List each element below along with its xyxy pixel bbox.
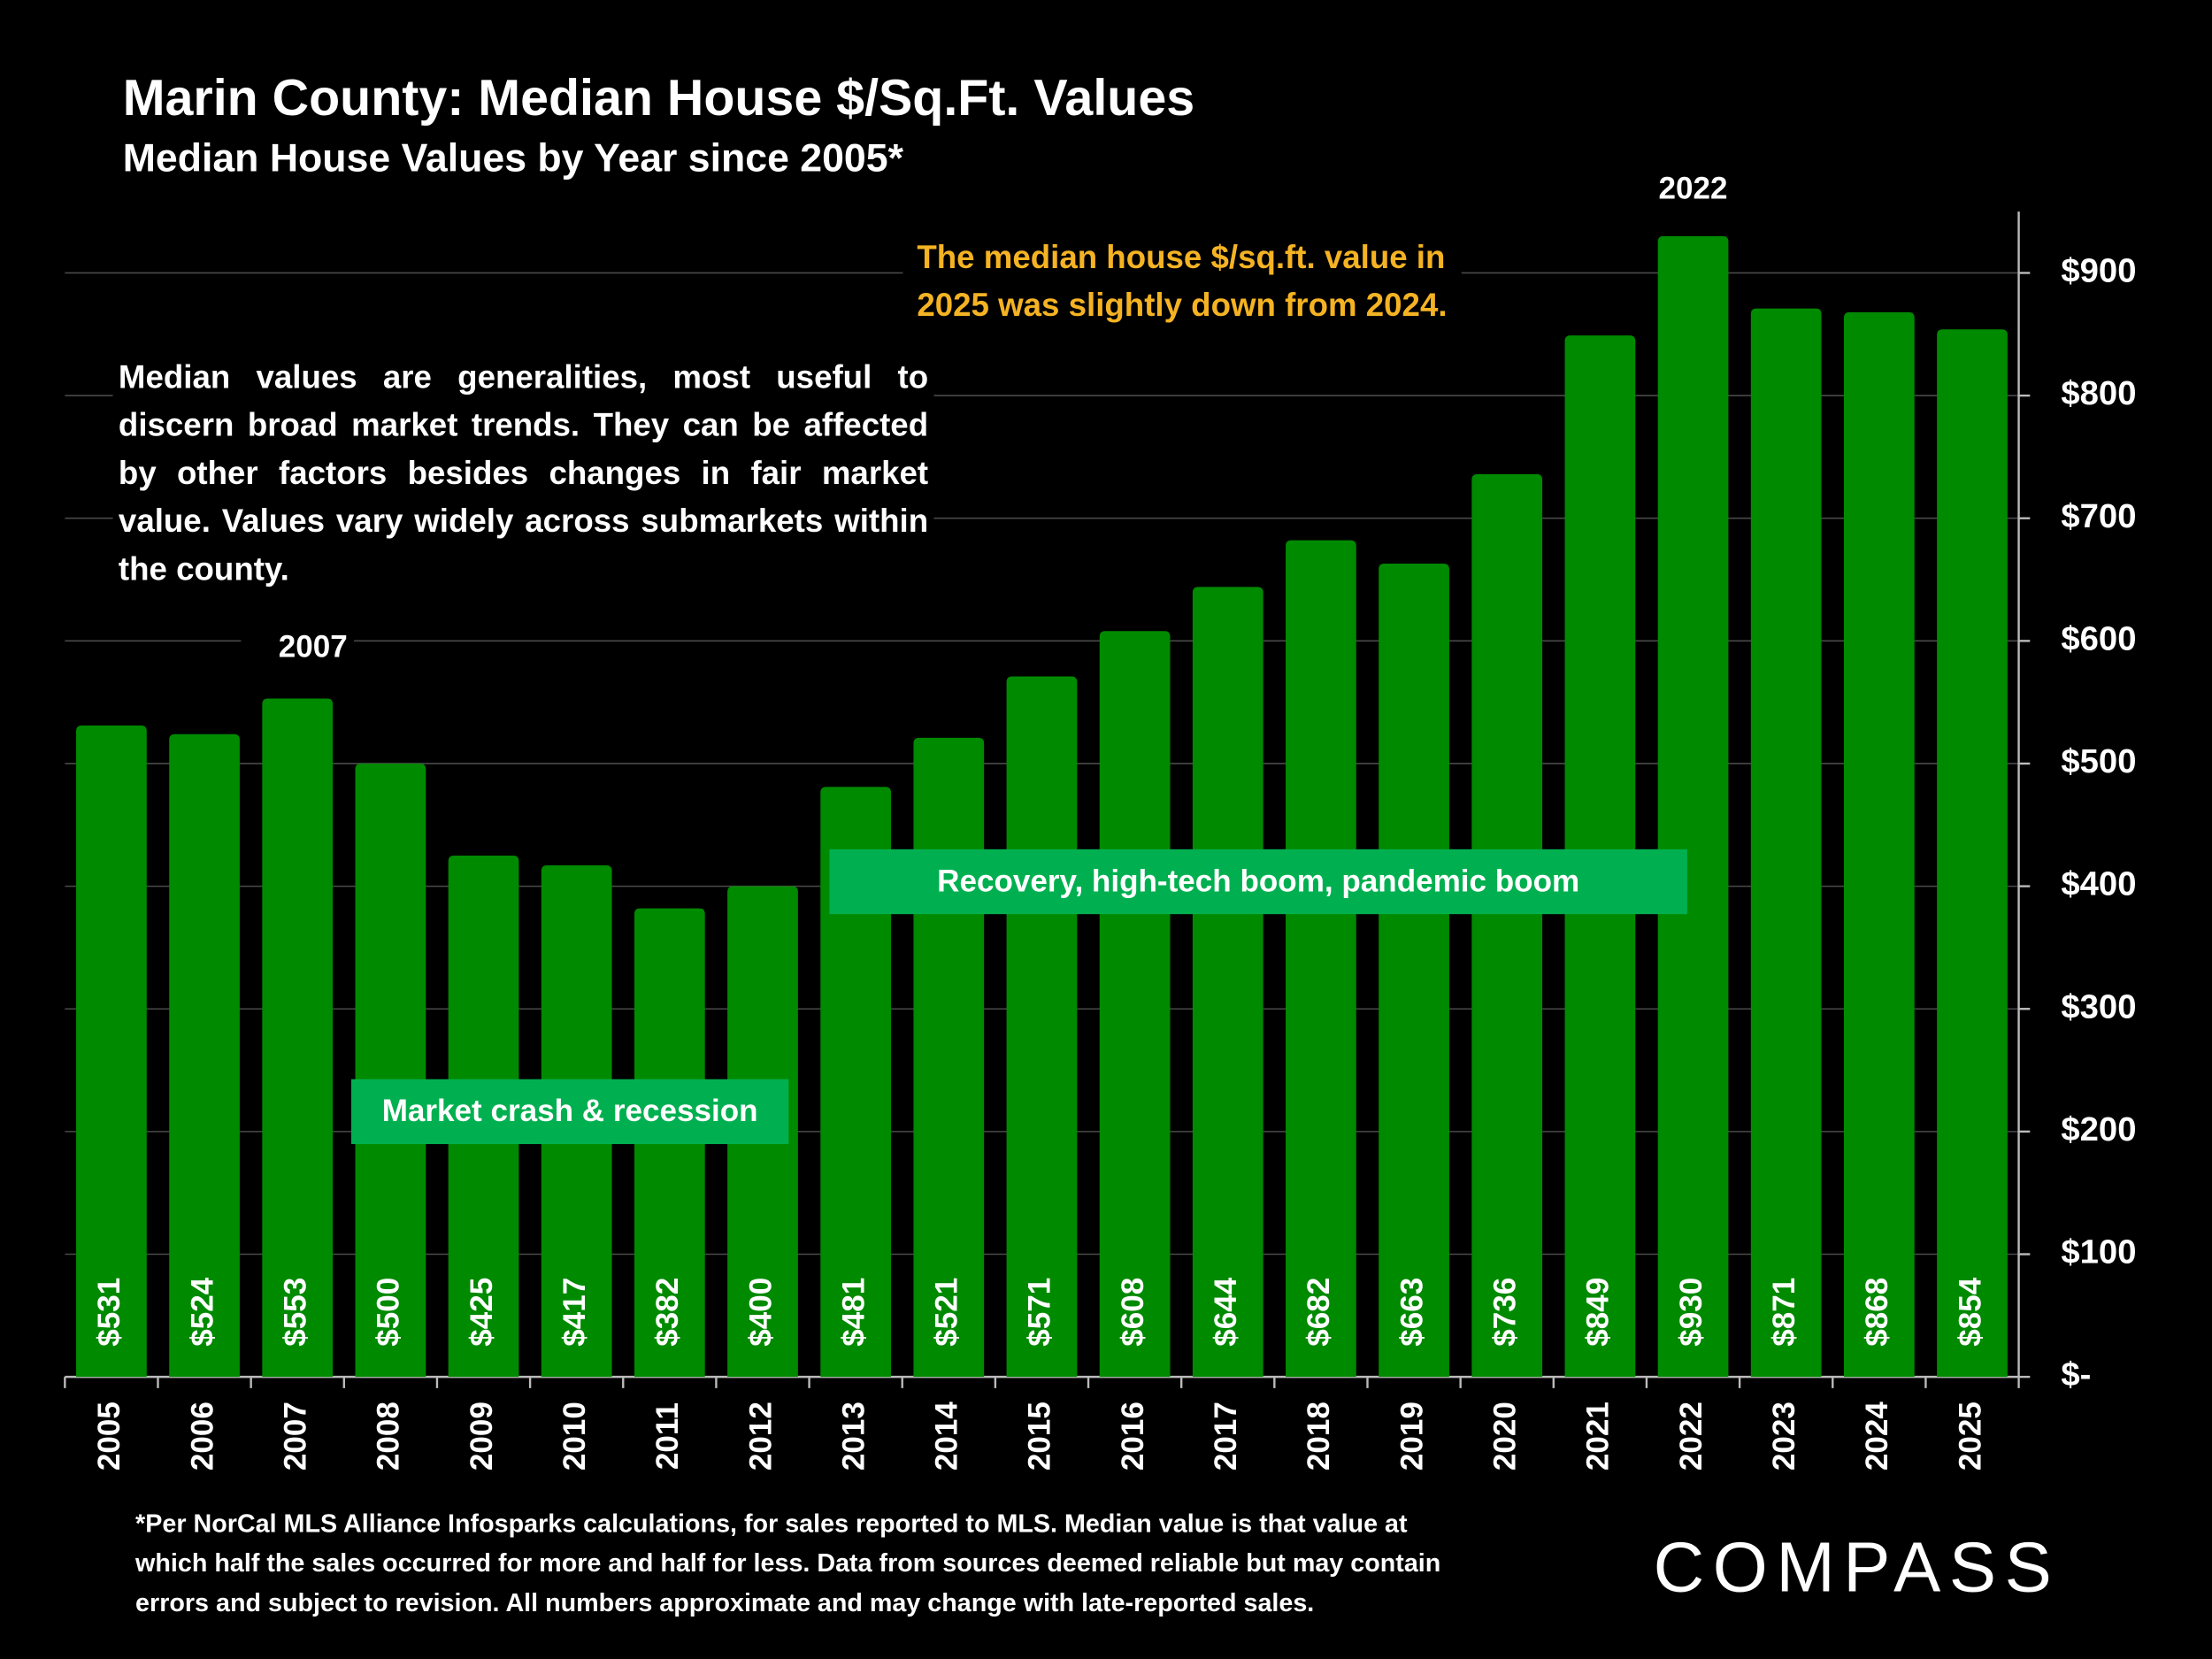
x-tick-label: 2017 xyxy=(1209,1402,1243,1471)
x-tick-label: 2024 xyxy=(1860,1402,1894,1471)
value-label: $571 xyxy=(1023,1278,1057,1347)
label-bg xyxy=(241,626,355,672)
value-label: $608 xyxy=(1116,1278,1150,1347)
value-label: $871 xyxy=(1767,1278,1801,1347)
value-label: $417 xyxy=(557,1278,592,1347)
x-tick-label: 2015 xyxy=(1023,1402,1057,1471)
bar xyxy=(1843,311,1915,1378)
x-tick-label: 2012 xyxy=(743,1402,778,1471)
value-label: $524 xyxy=(185,1277,219,1347)
value-label: $500 xyxy=(372,1278,406,1347)
chart-title: Marin County: Median House $/Sq.Ft. Valu… xyxy=(123,70,1194,127)
value-label: $930 xyxy=(1674,1278,1709,1347)
x-tick-label: 2025 xyxy=(1953,1402,1987,1471)
bar xyxy=(169,733,240,1378)
bar xyxy=(1006,676,1078,1378)
x-tick-label: 2016 xyxy=(1116,1402,1150,1471)
annotation: 2022 xyxy=(1659,172,1728,206)
x-tick-label: 2010 xyxy=(557,1402,592,1471)
annotation: 2007 xyxy=(279,630,348,664)
footnote-line: *Per NorCal MLS Alliance Infosparks calc… xyxy=(135,1509,1408,1538)
chart-subtitle: Median House Values by Year since 2005* xyxy=(123,137,904,180)
bar xyxy=(76,726,147,1378)
bar xyxy=(820,787,892,1378)
annotation-box xyxy=(829,849,1687,915)
footnote: *Per NorCal MLS Alliance Infosparks calc… xyxy=(135,1504,1440,1623)
y-tick-label: $300 xyxy=(2061,987,2136,1025)
highlight-annotation: The median house $/sq.ft. value in 2025 … xyxy=(902,233,1462,329)
value-label: $400 xyxy=(743,1278,778,1347)
value-label: $868 xyxy=(1860,1278,1894,1347)
bar xyxy=(1099,631,1171,1378)
x-tick-label: 2014 xyxy=(930,1402,964,1471)
bar xyxy=(1286,540,1356,1378)
bar xyxy=(355,763,426,1378)
value-label: $531 xyxy=(92,1278,127,1347)
y-tick-label: $100 xyxy=(2061,1233,2136,1271)
bar xyxy=(1192,587,1263,1378)
x-tick-label: 2005 xyxy=(92,1402,127,1471)
value-label: $663 xyxy=(1394,1278,1429,1347)
annotation: Market crash & recession xyxy=(382,1094,758,1128)
y-tick-label: $500 xyxy=(2061,742,2136,780)
note: Median values are generalities, most use… xyxy=(112,352,934,593)
bar xyxy=(1657,235,1729,1378)
value-label: $682 xyxy=(1302,1278,1336,1347)
y-tick-label: $200 xyxy=(2061,1110,2136,1148)
x-tick-label: 2008 xyxy=(372,1402,406,1471)
bar xyxy=(1471,473,1543,1378)
x-tick-label: 2006 xyxy=(185,1402,219,1471)
y-tick-label: $400 xyxy=(2061,865,2136,903)
x-tick-label: 2022 xyxy=(1674,1402,1709,1471)
value-label: $849 xyxy=(1581,1278,1616,1347)
footnote-line: errors and subject to revision. All numb… xyxy=(135,1588,1315,1617)
x-tick-label: 2013 xyxy=(836,1402,871,1471)
value-label: $481 xyxy=(836,1278,871,1347)
x-tick-label: 2019 xyxy=(1394,1402,1429,1471)
value-label: $521 xyxy=(930,1278,964,1347)
bar xyxy=(1750,308,1822,1378)
y-tick-label: $600 xyxy=(2061,619,2136,657)
value-label: $644 xyxy=(1209,1277,1243,1347)
x-tick-label: 2018 xyxy=(1302,1402,1336,1471)
logo: COMPASS xyxy=(1653,1527,2061,1608)
value-label: $854 xyxy=(1953,1277,1987,1347)
x-tick-label: 2021 xyxy=(1581,1402,1616,1471)
value-label: $553 xyxy=(278,1278,312,1347)
highlight-line: 2025 was slightly down from 2024. xyxy=(917,286,1448,324)
annotation-box xyxy=(351,1079,789,1145)
value-label: $736 xyxy=(1487,1278,1522,1347)
bar xyxy=(1379,564,1449,1378)
y-tick-label: $700 xyxy=(2061,497,2136,535)
value-label: $382 xyxy=(650,1278,685,1347)
x-tick-label: 2023 xyxy=(1767,1402,1801,1471)
y-tick-label: $- xyxy=(2061,1356,2091,1394)
x-tick-label: 2011 xyxy=(650,1402,685,1470)
y-tick-label: $800 xyxy=(2061,374,2136,412)
x-tick-label: 2007 xyxy=(278,1402,312,1471)
bar xyxy=(262,698,334,1378)
x-tick-label: 2009 xyxy=(465,1402,499,1471)
x-tick-label: 2020 xyxy=(1487,1402,1522,1471)
highlight-line: The median house $/sq.ft. value in xyxy=(917,238,1446,275)
annotation: Recovery, high-tech boom, pandemic boom xyxy=(937,864,1579,898)
value-label: $425 xyxy=(465,1278,499,1347)
footnote-line: which half the sales occurred for more a… xyxy=(135,1548,1441,1578)
y-tick-label: $900 xyxy=(2061,252,2136,290)
bar xyxy=(1937,329,2008,1378)
